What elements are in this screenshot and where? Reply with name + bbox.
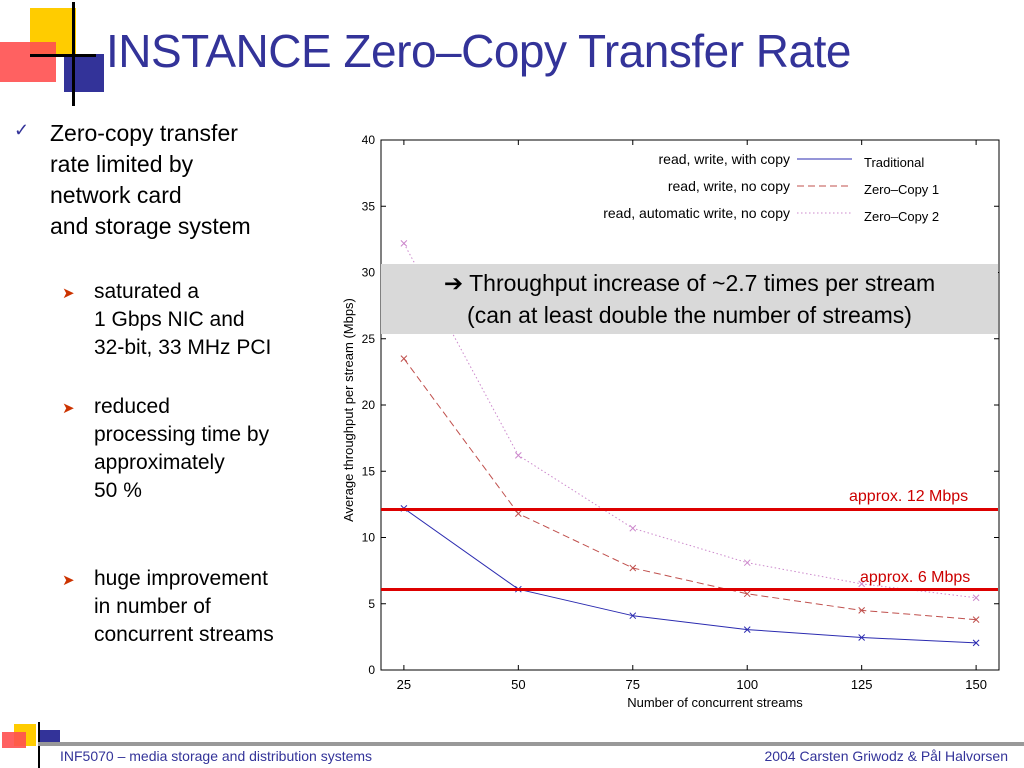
footer-deco-red (2, 732, 26, 748)
arrow-bullet-icon: ➤ (62, 285, 75, 302)
data-point (743, 590, 751, 598)
x-tick-label: 75 (626, 677, 640, 692)
point-mark (400, 355, 408, 362)
sub-bullet-line: 50 % (94, 479, 142, 502)
y-tick-label: 40 (362, 133, 376, 147)
data-point (629, 524, 637, 532)
point-mark (514, 451, 522, 459)
point-mark (858, 607, 866, 614)
sub-bullet-line: approximately (94, 451, 225, 474)
y-axis-label: Average throughput per stream (Mbps) (341, 298, 356, 522)
sub-bullet-line: concurrent streams (94, 623, 274, 646)
point-mark (743, 626, 751, 633)
point-mark (858, 634, 866, 641)
deco-horizontal-line (30, 54, 96, 57)
data-point (400, 355, 408, 362)
data-point (514, 510, 522, 518)
footer-deco-blue (40, 730, 60, 744)
point-mark (514, 510, 522, 518)
x-tick-label: 100 (736, 677, 758, 692)
main-bullet-text: Zero-copy transfer rate limited by netwo… (50, 118, 330, 242)
data-point (858, 607, 866, 614)
legend-description: read, write, with copy (659, 151, 791, 167)
point-mark (743, 559, 751, 567)
sub-bullet-line: huge improvement (94, 567, 268, 590)
legend-series-name: Zero–Copy 1 (864, 182, 939, 197)
legend-series-name: Zero–Copy 2 (864, 209, 939, 224)
y-tick-label: 20 (362, 398, 376, 412)
point-mark (972, 616, 980, 624)
sub-bullet-line: 1 Gbps NIC and (94, 308, 245, 331)
data-point (972, 616, 980, 624)
data-point (743, 626, 751, 633)
checkmark-icon: ✓ (14, 120, 30, 140)
data-point (629, 564, 637, 572)
x-axis-label: Number of concurrent streams (627, 695, 803, 710)
main-bullet-line: and storage system (50, 213, 251, 239)
data-point (743, 559, 751, 567)
point-mark (858, 580, 866, 588)
sub-bullet-line: in number of (94, 595, 211, 618)
point-mark (629, 612, 637, 620)
data-point (629, 612, 637, 620)
sub-bullet-line: 32-bit, 33 MHz PCI (94, 336, 272, 359)
callout-line-1: ➔ Throughput increase of ~2.7 times per … (443, 270, 936, 296)
x-tick-label: 25 (397, 677, 411, 692)
data-point (972, 639, 980, 647)
deco-red-block (0, 42, 56, 82)
reference-line-6 (381, 588, 998, 591)
y-tick-label: 5 (368, 597, 375, 611)
data-point (858, 634, 866, 641)
slide-title: INSTANCE Zero–Copy Transfer Rate (106, 25, 851, 77)
point-mark (743, 590, 751, 598)
main-bullet-line: rate limited by (50, 151, 194, 177)
footer-divider (38, 742, 1024, 746)
data-point (514, 451, 522, 459)
reference-line-12 (381, 508, 998, 511)
point-mark (629, 564, 637, 572)
legend-description: read, write, no copy (668, 178, 790, 194)
data-point (972, 594, 980, 602)
sub-bullet-line: processing time by (94, 423, 270, 446)
callout-box: ➔ Throughput increase of ~2.7 times per … (381, 264, 998, 334)
approx-6-label: approx. 6 Mbps (860, 569, 971, 586)
data-point (858, 580, 866, 588)
y-tick-label: 15 (362, 464, 376, 478)
legend-series-name: Traditional (864, 155, 924, 170)
arrow-bullet-icon: ➤ (62, 400, 75, 417)
point-mark (972, 639, 980, 647)
main-bullet-line: network card (50, 182, 182, 208)
legend-description: read, automatic write, no copy (603, 205, 790, 221)
x-tick-label: 50 (511, 677, 525, 692)
arrow-bullet-icon: ➤ (62, 572, 75, 589)
series-line (403, 243, 977, 599)
footer-course: INF5070 – media storage and distribution… (60, 748, 373, 764)
x-tick-label: 125 (851, 677, 873, 692)
approx-12-label: approx. 12 Mbps (849, 488, 969, 505)
series-line (403, 358, 977, 621)
y-tick-label: 35 (362, 199, 376, 213)
y-tick-label: 10 (362, 531, 376, 545)
y-tick-label: 25 (362, 332, 376, 346)
throughput-chart: 0 5 10 15 20 25 30 35 40 25 50 75 100 125 150 Number of… (341, 133, 1000, 710)
footer-authors: 2004 Carsten Griwodz & Pål Halvorsen (764, 748, 1008, 764)
y-tick-label: 0 (368, 663, 375, 677)
y-tick-label: 30 (362, 266, 376, 280)
point-mark (972, 594, 980, 602)
series-line (403, 507, 977, 644)
main-bullet-line: Zero-copy transfer (50, 120, 238, 146)
sub-bullet-line: reduced (94, 395, 170, 418)
deco-blue-square (64, 54, 104, 92)
data-point (400, 239, 408, 247)
sub-bullet-line: saturated a (94, 280, 200, 303)
x-tick-label: 150 (965, 677, 987, 692)
point-mark (400, 239, 408, 247)
callout-line-2: (can at least double the number of strea… (467, 302, 912, 328)
point-mark (629, 524, 637, 532)
